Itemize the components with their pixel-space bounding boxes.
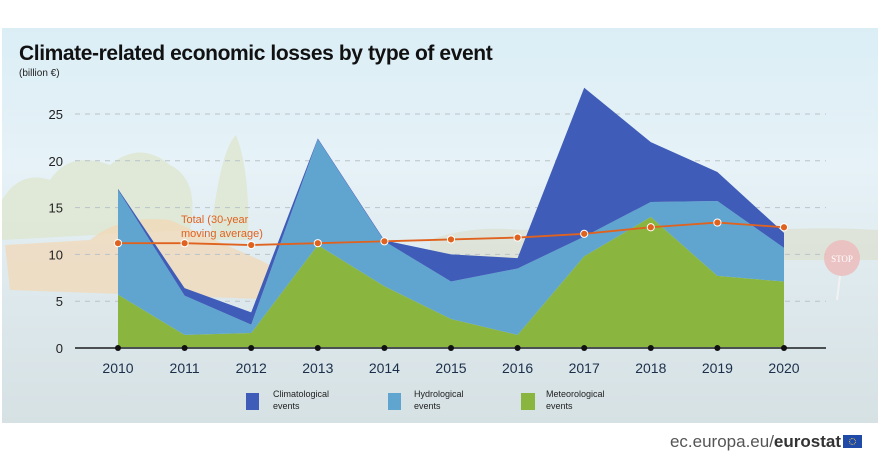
footer-domain: ec.europa.eu/	[669, 432, 774, 451]
area-meteorological	[118, 216, 784, 348]
y-tick-label: 25	[49, 107, 63, 122]
moving-average-point	[180, 239, 189, 248]
x-tick-dot	[581, 345, 588, 351]
x-tick-label: 2013	[302, 360, 333, 376]
x-tick-dot	[314, 345, 321, 351]
legend: Climatological events Hydrological event…	[246, 389, 605, 411]
x-tick-dot	[115, 345, 121, 351]
moving-average-line	[113, 218, 789, 250]
moving-average-point	[113, 239, 123, 248]
footer-brand: eurostat	[773, 432, 841, 451]
y-tick-label: 20	[49, 154, 63, 169]
x-tick-label: 2014	[369, 360, 400, 376]
x-tick-label: 2019	[702, 360, 733, 376]
chart-subtitle: (billion €)	[19, 68, 60, 79]
legend-swatch-climatological	[246, 393, 259, 410]
stop-sign-text: STOP	[831, 254, 853, 264]
background-tree	[2, 152, 193, 240]
legend-item-hydrological[interactable]: Hydrological events	[388, 389, 464, 411]
x-tick-label: 2020	[768, 360, 799, 376]
legend-label-meteorological-1: Meteorological	[546, 389, 605, 399]
annotation-line-1: Total (30-year	[181, 214, 249, 226]
source-footer[interactable]: ec.europa.eu/eurostat	[670, 432, 862, 452]
y-tick-label: 5	[56, 294, 63, 309]
x-tick-label: 2015	[435, 360, 466, 376]
x-tick-label: 2016	[502, 360, 533, 376]
x-tick-dot	[381, 345, 388, 351]
x-tick-label: 2018	[635, 360, 666, 376]
x-tick-label: 2010	[102, 360, 133, 376]
x-tick-label: 2017	[569, 360, 600, 376]
moving-average-point	[580, 229, 589, 238]
x-tick-dot	[514, 345, 521, 351]
legend-label-meteorological-2: events	[546, 401, 573, 411]
moving-average-point	[313, 239, 322, 248]
moving-average-point	[247, 240, 256, 250]
y-tick-label: 10	[49, 247, 63, 262]
x-tick-dot	[714, 345, 721, 351]
moving-average-point	[446, 235, 456, 244]
legend-label-climatological-2: events	[273, 401, 300, 411]
moving-average-point	[779, 223, 789, 232]
stop-sign: STOP	[824, 240, 860, 301]
y-tick-label: 0	[56, 341, 63, 356]
x-tick-dot	[647, 345, 654, 351]
y-tick-label: 15	[49, 201, 63, 216]
moving-average-point	[646, 223, 655, 232]
area-hydrological	[118, 139, 784, 335]
x-tick-dot	[448, 345, 454, 351]
x-tick-dot	[248, 345, 255, 351]
legend-item-climatological[interactable]: Climatological events	[246, 389, 329, 411]
moving-average-annotation: Total (30-year moving average)	[181, 214, 263, 240]
stacked-areas	[118, 87, 784, 348]
area-climatological	[118, 87, 784, 325]
annotation-line-2: moving average)	[181, 228, 263, 240]
x-tick-label: 2011	[170, 360, 200, 376]
x-axis: 2010 2011 2012 2013 2014 2015 2016 2017 2018 2019…	[75, 345, 826, 376]
moving-average-point	[713, 218, 722, 227]
y-axis: 0 5 10 15 20 25	[49, 107, 63, 356]
legend-label-hydrological-1: Hydrological	[414, 389, 464, 399]
legend-swatch-meteorological	[521, 393, 535, 410]
moving-average-point	[380, 237, 389, 246]
legend-swatch-hydrological	[388, 393, 401, 410]
eu-flag-icon	[843, 435, 862, 448]
moving-average-point	[513, 233, 522, 242]
legend-label-climatological-1: Climatological	[273, 389, 329, 399]
x-tick-label: 2012	[236, 360, 267, 376]
legend-label-hydrological-2: events	[414, 401, 441, 411]
x-tick-dot	[181, 345, 188, 351]
chart-title: Climate-related economic losses by type …	[19, 42, 493, 65]
legend-item-meteorological[interactable]: Meteorological events	[521, 389, 605, 411]
x-tick-dot	[781, 345, 787, 351]
